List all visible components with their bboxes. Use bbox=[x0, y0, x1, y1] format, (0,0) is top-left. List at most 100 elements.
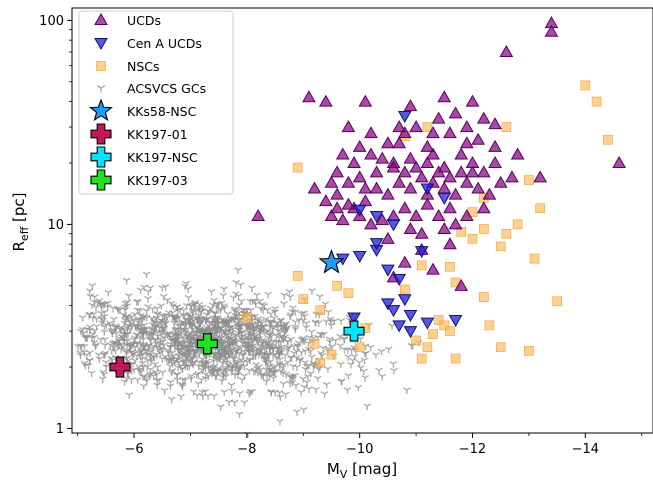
ucd-point bbox=[414, 170, 429, 183]
gc-point bbox=[110, 316, 118, 324]
gc-point bbox=[181, 321, 189, 328]
nsc-point bbox=[428, 329, 438, 339]
legend-box bbox=[78, 10, 234, 195]
gc-point bbox=[230, 399, 239, 407]
gc-point bbox=[198, 389, 207, 397]
gc-point bbox=[337, 318, 345, 325]
gc-point bbox=[291, 326, 300, 334]
y-axis-ticks: 1 10 100 bbox=[39, 14, 72, 437]
gc-point bbox=[77, 343, 86, 351]
gc-point bbox=[125, 293, 133, 300]
gc-point bbox=[350, 353, 359, 361]
gc-point bbox=[110, 345, 118, 352]
gc-point bbox=[144, 288, 153, 296]
gc-point bbox=[274, 345, 282, 352]
gc-point bbox=[117, 325, 126, 332]
gc-point bbox=[91, 343, 100, 351]
gc-point bbox=[165, 310, 173, 317]
ucd-point bbox=[392, 175, 407, 188]
gc-point bbox=[139, 314, 147, 322]
gc-point bbox=[314, 320, 323, 327]
ucd-point bbox=[476, 165, 491, 178]
nsc-point bbox=[439, 320, 450, 331]
nsc-point bbox=[292, 162, 303, 173]
ucd-point bbox=[426, 262, 440, 275]
gc-point bbox=[142, 375, 151, 382]
gc-point bbox=[100, 323, 109, 331]
ucd-point bbox=[403, 99, 418, 112]
gc-point bbox=[252, 301, 260, 308]
gc-point bbox=[140, 284, 149, 292]
gc-point bbox=[281, 391, 290, 399]
ucd-point bbox=[381, 136, 395, 149]
gc-point bbox=[163, 297, 172, 305]
gc-point bbox=[88, 283, 97, 290]
nsc-point bbox=[315, 357, 325, 368]
gc-point bbox=[166, 383, 175, 391]
ucd-point bbox=[364, 217, 378, 230]
gc-point bbox=[360, 357, 369, 365]
gc-point bbox=[233, 372, 242, 379]
legend-kk197-nsc-marker bbox=[90, 146, 112, 168]
gc-point bbox=[216, 404, 225, 411]
cena-ucd-point bbox=[448, 315, 463, 328]
gc-point bbox=[153, 382, 162, 390]
gc-point bbox=[169, 303, 178, 310]
gc-point bbox=[257, 366, 265, 374]
gc-point bbox=[250, 332, 258, 339]
gc-point bbox=[146, 330, 155, 338]
gc-point bbox=[228, 388, 236, 395]
ucd-point bbox=[431, 208, 446, 221]
ucd-point bbox=[482, 187, 497, 200]
legend-label-cena-ucds: Cen A UCDs bbox=[127, 36, 202, 51]
gc-point bbox=[177, 393, 185, 401]
gc-point bbox=[321, 301, 330, 309]
gc-point bbox=[302, 320, 311, 328]
gc-point bbox=[100, 329, 109, 336]
legend-label-kks58-nsc: KKs58-NSC bbox=[127, 104, 197, 119]
ucd-point bbox=[358, 194, 373, 207]
gc-point bbox=[135, 364, 144, 371]
gc-point bbox=[211, 320, 220, 328]
cena-ucd-point bbox=[397, 294, 412, 307]
gc-point bbox=[129, 360, 137, 368]
gc-point bbox=[297, 349, 306, 357]
gc-cloud bbox=[74, 267, 423, 439]
ucd-point bbox=[459, 136, 474, 149]
gc-point bbox=[103, 304, 112, 311]
gc-point bbox=[262, 378, 271, 386]
gc-point bbox=[166, 345, 175, 352]
gc-point bbox=[344, 372, 353, 380]
gc-point bbox=[324, 309, 333, 316]
gc-point bbox=[173, 329, 181, 337]
nsc-point bbox=[495, 241, 506, 252]
ucd-point bbox=[330, 187, 344, 200]
gc-point bbox=[158, 318, 166, 325]
gc-point bbox=[100, 309, 109, 317]
nsc-point bbox=[450, 353, 461, 364]
gc-point bbox=[259, 307, 267, 315]
nsc-point bbox=[501, 228, 512, 239]
gc-point bbox=[264, 291, 272, 299]
gc-point bbox=[277, 317, 285, 324]
gc-point bbox=[269, 326, 277, 333]
ucd-point bbox=[369, 181, 384, 194]
gc-point bbox=[194, 381, 203, 388]
ucd-point bbox=[386, 160, 401, 173]
gc-point bbox=[286, 294, 295, 301]
legend-label-acsvcs-gcs: ACSVCS GCs bbox=[127, 81, 206, 96]
gc-point bbox=[232, 365, 240, 373]
gc-point bbox=[139, 332, 148, 339]
gc-point bbox=[248, 388, 256, 396]
gc-point bbox=[293, 409, 301, 416]
ucd-point bbox=[307, 181, 322, 194]
gc-point bbox=[120, 379, 129, 386]
gc-point bbox=[210, 297, 218, 305]
gc-point bbox=[340, 336, 348, 343]
nsc-point bbox=[478, 292, 489, 302]
gc-point bbox=[212, 354, 221, 361]
ucd-point bbox=[437, 160, 452, 173]
gc-point bbox=[271, 363, 280, 371]
gc-point bbox=[108, 330, 117, 337]
ucd-point bbox=[493, 175, 508, 188]
